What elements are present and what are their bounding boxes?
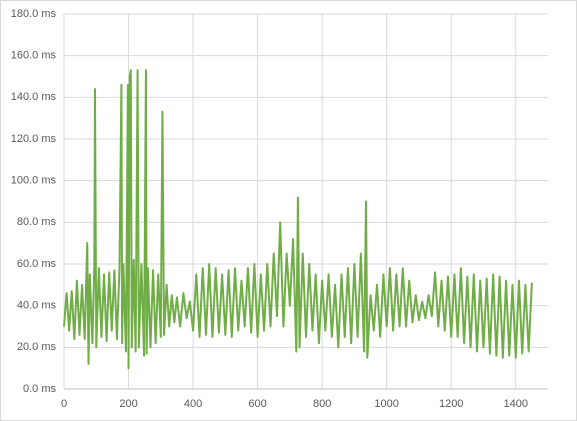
y-tick-label: 40.0 ms <box>17 300 57 312</box>
y-tick-label: 80.0 ms <box>17 216 57 228</box>
x-tick-label: 1200 <box>439 398 463 410</box>
y-tick-label: 120.0 ms <box>11 133 57 145</box>
y-tick-label: 60.0 ms <box>17 258 57 270</box>
x-tick-label: 800 <box>313 398 331 410</box>
x-tick-label: 1000 <box>374 398 398 410</box>
y-tick-label: 180.0 ms <box>11 8 57 20</box>
y-tick-label: 160.0 ms <box>11 50 57 62</box>
y-tick-label: 140.0 ms <box>11 91 57 103</box>
line-series <box>63 69 533 370</box>
y-tick-label: 0.0 ms <box>23 383 57 395</box>
x-tick-label: 0 <box>61 398 67 410</box>
y-tick-label: 20.0 ms <box>17 341 57 353</box>
x-tick-label: 400 <box>184 398 202 410</box>
x-tick-label: 1400 <box>503 398 527 410</box>
y-tick-label: 100.0 ms <box>11 175 57 187</box>
x-tick-label: 200 <box>119 398 137 410</box>
x-tick-label: 600 <box>248 398 266 410</box>
